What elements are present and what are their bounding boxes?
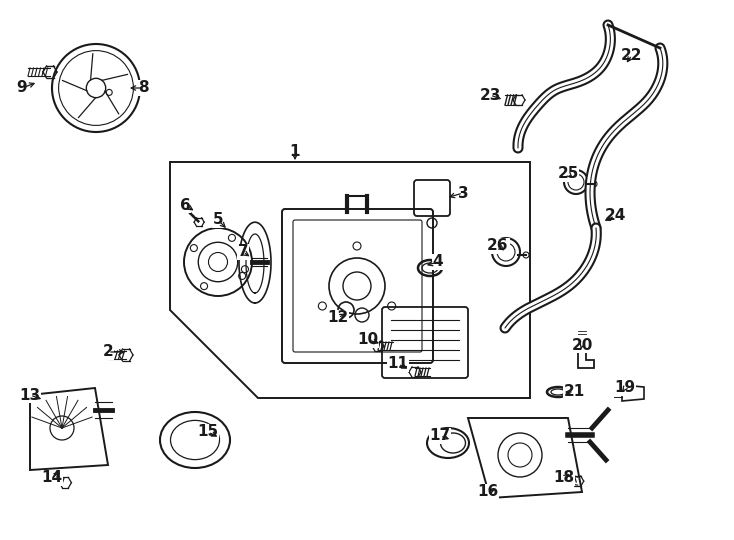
Text: 22: 22 (621, 48, 643, 63)
Text: 14: 14 (41, 470, 62, 485)
Text: 18: 18 (553, 470, 575, 485)
Text: 13: 13 (19, 388, 40, 402)
Text: 6: 6 (180, 198, 190, 213)
Text: 5: 5 (213, 213, 223, 227)
Text: 24: 24 (604, 208, 625, 224)
Text: 21: 21 (564, 384, 584, 400)
Text: 7: 7 (238, 245, 248, 260)
Text: 26: 26 (487, 239, 509, 253)
Text: 15: 15 (197, 424, 219, 440)
Text: 17: 17 (429, 429, 451, 443)
Text: 11: 11 (388, 356, 409, 372)
Text: 4: 4 (432, 254, 443, 269)
Text: 19: 19 (614, 381, 636, 395)
Text: 8: 8 (138, 80, 148, 96)
Text: 12: 12 (327, 310, 349, 326)
Text: 9: 9 (17, 80, 27, 96)
Text: 16: 16 (477, 484, 498, 500)
Text: 2: 2 (103, 345, 113, 360)
Text: 23: 23 (479, 87, 501, 103)
Text: 1: 1 (290, 145, 300, 159)
Text: 10: 10 (357, 333, 379, 348)
Text: 20: 20 (571, 338, 592, 353)
Text: 3: 3 (458, 186, 468, 200)
Text: 25: 25 (557, 166, 578, 181)
